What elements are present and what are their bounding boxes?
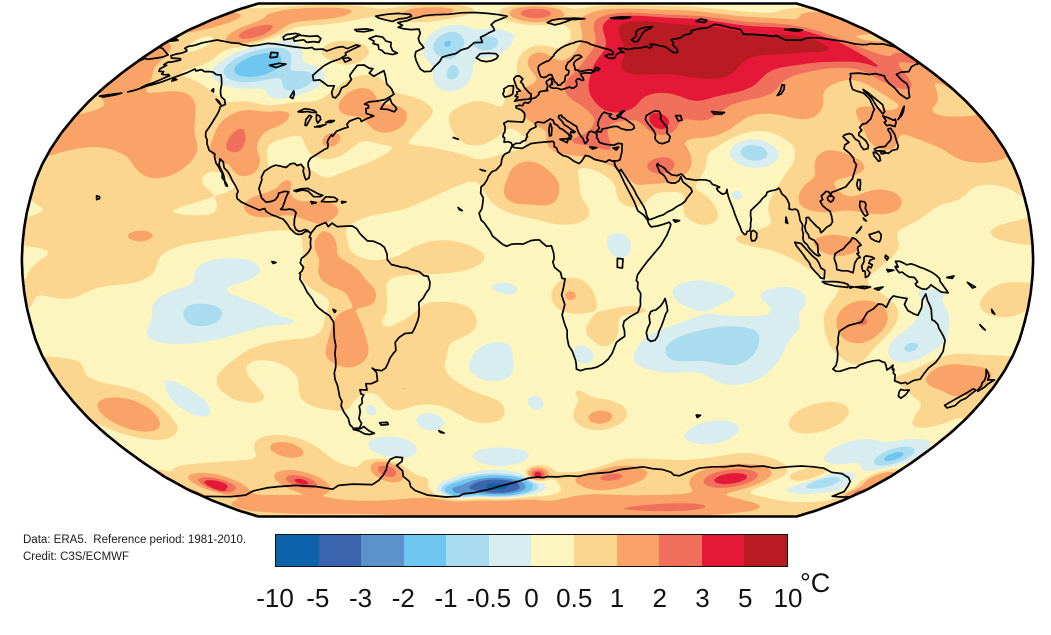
colorbar-tick-2: 2 [652,583,667,613]
credit-line-2: Credit: C3S/ECMWF [23,551,130,563]
colorbar-tick--1: -1 [434,583,458,613]
colorbar-tick--10: -10 [256,583,294,613]
colorbar-tick-1: 1 [609,583,625,613]
colorbar-tick-0.5: 0.5 [556,583,593,613]
colorbar-tick-10: 10 [773,583,803,613]
colorbar-cell-10 [701,535,745,566]
colorbar-tick--5: -5 [306,583,330,613]
colorbar-cell-1 [318,535,362,566]
colorbar-tick-3: 3 [695,583,710,613]
colorbar-tick--2: -2 [391,583,415,613]
colorbar-cell-3 [403,535,447,566]
colorbar-cell-9 [659,535,702,566]
colorbar-cell-11 [744,535,787,566]
colorbar-ticks: -10 -5 -3 -2 -1 -0.5 0 0.5 1 2 3 5 10 [256,567,802,613]
colorbar-cell-4 [446,535,489,566]
anomaly-field [21,3,1034,517]
colorbar-cell-2 [361,535,404,566]
colorbar-cell-6 [531,535,575,566]
world-map [20,2,1035,518]
credit-line-1: Data: ERA5. Reference period: 1981-2010. [23,534,247,546]
colorbar-tick--3: -3 [348,583,373,613]
colorbar-cell-0 [276,535,319,566]
colorbar [275,534,788,567]
colorbar-unit: °C [800,568,831,598]
colorbar-tick-5: 5 [738,583,753,613]
colorbar-cell-8 [616,535,660,566]
colorbar-tick--0.5: -0.5 [466,583,512,613]
credits: Data: ERA5. Reference period: 1981-2010.… [23,532,246,566]
colorbar-cell-5 [488,535,532,566]
colorbar-cell-7 [574,535,617,566]
projection-outline [20,2,1035,518]
world-map-svg [20,2,1035,518]
coastlines [95,11,996,498]
colorbar-tick-0: 0 [524,583,539,613]
colorbar-wrap: -10 -5 -3 -2 -1 -0.5 0 0.5 1 2 3 5 10 [256,534,802,613]
